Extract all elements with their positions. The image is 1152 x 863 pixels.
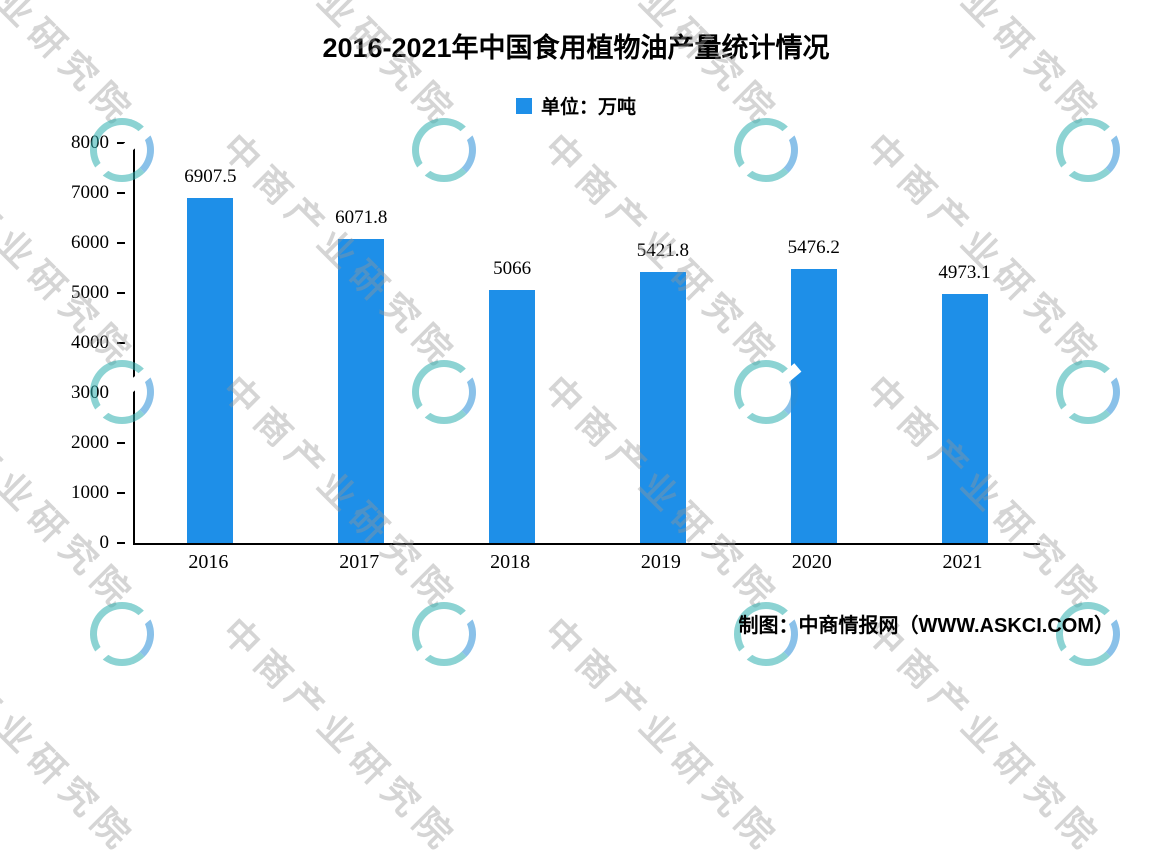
y-tick-mark	[117, 292, 125, 294]
bar-value-label: 5421.8	[636, 239, 690, 261]
bar-2018	[489, 289, 536, 543]
watermark-logo-slash	[412, 605, 480, 664]
y-tick-label: 1000	[71, 482, 109, 503]
y-tick-mark	[117, 342, 125, 344]
watermark-logo-icon	[1056, 360, 1124, 424]
bar-2016	[187, 197, 234, 543]
bar-slot-2020: 5476.2	[738, 143, 889, 543]
watermark-tile: 中商产业研究院	[192, 596, 492, 861]
bar-slot-2018: 5066	[437, 143, 588, 543]
bar-2021	[941, 294, 988, 543]
watermark-logo-icon	[1056, 118, 1124, 182]
y-tick-mark	[117, 442, 125, 444]
y-tick-label: 2000	[71, 432, 109, 453]
y-tick-label: 7000	[71, 182, 109, 203]
y-axis: 0 1000 2000 3000 4000 5000 6000 7000 8000	[0, 132, 125, 553]
y-tick-label: 6000	[71, 232, 109, 253]
y-tick-mark	[117, 492, 125, 494]
y-tick-label: 5000	[71, 282, 109, 303]
legend-swatch-icon	[515, 97, 532, 114]
x-tick-label: 2019	[640, 551, 681, 573]
bar-value-label: 6071.8	[335, 207, 388, 229]
watermark-text: 中商产业研究院	[858, 609, 1111, 862]
bar-value-label: 5476.2	[787, 237, 840, 259]
watermark-tile: 中商产业研究院	[0, 596, 170, 861]
x-tick-label: 2018	[490, 551, 531, 573]
x-axis: 2016 2017 2018 2019 2020 2021	[133, 551, 1038, 574]
y-tick-label: 4000	[71, 332, 109, 353]
y-tick-mark	[117, 192, 125, 194]
y-tick-mark	[117, 242, 125, 244]
x-tick-label: 2016	[188, 551, 229, 573]
bar-value-label: 5066	[493, 257, 532, 279]
legend: 单位：万吨	[0, 92, 1152, 119]
y-tick-label: 3000	[71, 382, 109, 403]
bar-value-label: 6907.5	[184, 165, 237, 187]
bar-2017	[338, 239, 385, 543]
watermark-logo-icon	[412, 602, 480, 666]
watermark-logo-slash	[1056, 363, 1124, 422]
bar-value-label: 4973.1	[938, 262, 991, 284]
chart-title: 2016-2021年中国食用植物油产量统计情况	[322, 33, 830, 63]
y-tick-mark	[117, 542, 125, 544]
watermark-text: 中商产业研究院	[214, 609, 467, 862]
bar-slot-2016: 6907.5	[135, 143, 286, 543]
bar-2019	[639, 271, 686, 543]
x-tick-label: 2017	[339, 551, 380, 573]
y-tick-mark	[117, 392, 125, 394]
bar-slot-2019: 5421.8	[587, 143, 738, 543]
x-tick-label: 2021	[942, 551, 983, 573]
y-tick-label: 8000	[71, 132, 109, 153]
bar-chart-plot-area: 6907.5 6071.8 5066 5421.8 5476.2 4973.1	[133, 143, 1040, 545]
x-tick-label: 2020	[791, 551, 832, 573]
watermark-text: 中商产业研究院	[536, 609, 789, 862]
y-tick-mark	[117, 142, 125, 144]
bar-2020	[790, 269, 837, 543]
bar-slot-2021: 4973.1	[889, 143, 1040, 543]
watermark-text: 中商产业研究院	[0, 609, 145, 862]
watermark-logo-icon	[90, 602, 158, 666]
source-caption: 制图：中商情报网（WWW.ASKCI.COM）	[738, 615, 1114, 637]
bar-slot-2017: 6071.8	[286, 143, 437, 543]
watermark-logo-slash	[90, 605, 158, 664]
legend-label: 单位：万吨	[540, 97, 636, 118]
watermark-logo-slash	[1056, 121, 1124, 180]
y-tick-label: 0	[99, 532, 110, 553]
